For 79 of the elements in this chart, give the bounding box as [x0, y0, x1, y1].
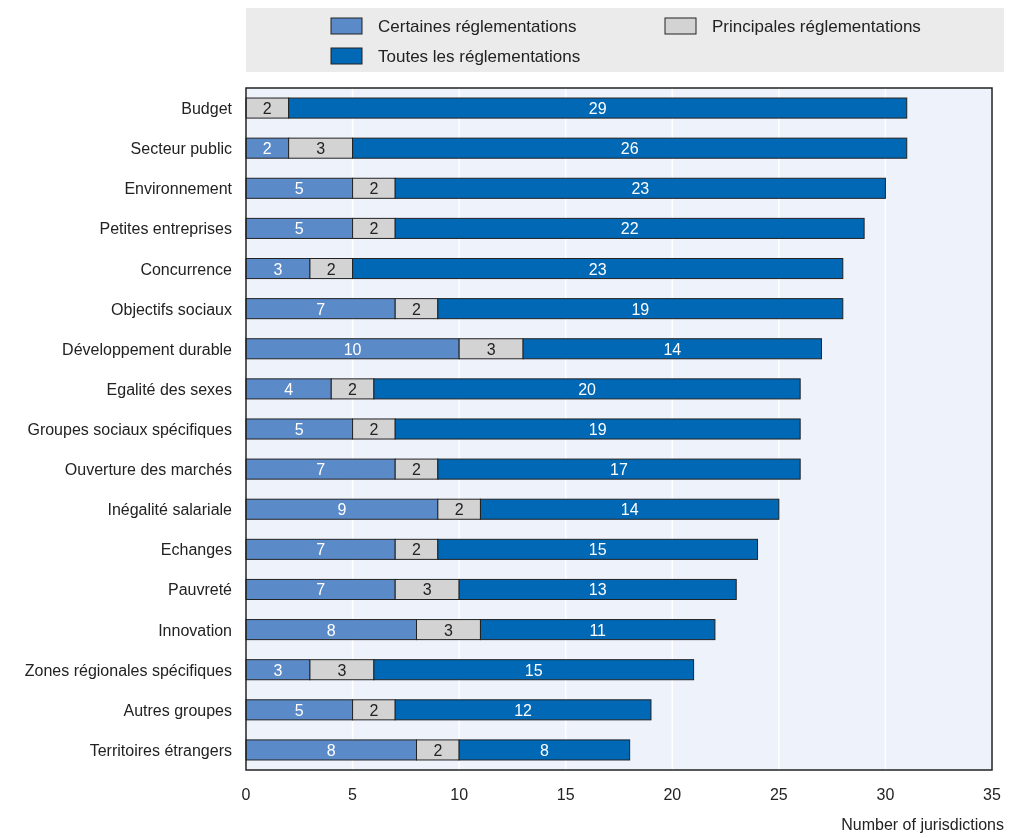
data-label: 13	[588, 581, 607, 599]
x-axis-title: Number of jurisdictions	[841, 816, 1004, 833]
data-label: 2	[369, 421, 379, 438]
x-tick-label: 30	[876, 786, 895, 803]
y-tick-label: Autres groupes	[123, 701, 232, 719]
data-label: 2	[369, 701, 379, 719]
data-label: 15	[524, 661, 543, 679]
data-label: 8	[326, 621, 336, 639]
data-label: 26	[620, 140, 639, 158]
data-label: 3	[444, 621, 454, 639]
data-label: 5	[294, 220, 304, 238]
data-label: 8	[539, 741, 549, 759]
data-label: 2	[369, 180, 379, 198]
data-label: 2	[262, 140, 272, 158]
x-tick-label: 0	[241, 786, 251, 803]
y-tick-label: Environnement	[124, 180, 233, 198]
y-tick-label: Petites entreprises	[99, 220, 232, 238]
data-label: 2	[348, 380, 358, 398]
data-label: 10	[343, 340, 362, 358]
data-label: 20	[578, 380, 597, 398]
legend-label: Certaines réglementations	[378, 17, 577, 36]
data-label: 3	[273, 260, 283, 278]
data-label: 2	[326, 260, 336, 278]
y-tick-label: Territoires étrangers	[89, 741, 232, 759]
data-label: 17	[610, 461, 628, 479]
data-label: 19	[631, 300, 650, 318]
data-label: 22	[620, 220, 639, 238]
y-tick-label: Innovation	[158, 621, 232, 639]
data-label: 11	[589, 621, 607, 639]
data-label: 3	[316, 140, 326, 158]
x-tick-label: 10	[450, 786, 469, 803]
data-label: 3	[486, 340, 496, 358]
y-tick-label: Ouverture des marchés	[64, 461, 232, 479]
data-label: 2	[433, 741, 443, 759]
y-tick-label: Echanges	[160, 541, 232, 559]
data-label: 4	[284, 380, 294, 398]
data-label: 3	[337, 661, 347, 679]
data-label: 5	[294, 421, 304, 438]
y-tick-label: Groupes sociaux spécifiques	[27, 421, 232, 438]
y-tick-label: Développement durable	[62, 340, 233, 358]
data-label: 23	[631, 180, 650, 198]
x-tick-label: 25	[769, 786, 788, 803]
y-tick-label: Inégalité salariale	[107, 501, 233, 519]
data-label: 7	[316, 541, 326, 559]
y-tick-label: Concurrence	[140, 260, 233, 278]
y-tick-label: Objectifs sociaux	[111, 300, 232, 318]
x-tick-label: 15	[556, 786, 575, 803]
data-label: 5	[294, 701, 304, 719]
data-label: 7	[316, 581, 326, 599]
data-label: 23	[588, 260, 607, 278]
data-label: 14	[663, 340, 682, 358]
data-label: 2	[412, 461, 422, 479]
y-tick-label: Zones régionales spécifiques	[24, 661, 232, 679]
y-tick-label: Pauvreté	[167, 581, 233, 599]
data-label: 2	[412, 541, 422, 559]
x-tick-label: 20	[663, 786, 682, 803]
data-label: 19	[588, 421, 607, 438]
data-label: 29	[588, 100, 607, 118]
data-label: 2	[454, 501, 464, 519]
data-label: 2	[412, 300, 422, 318]
data-label: 3	[422, 581, 432, 599]
data-label: 5	[294, 180, 304, 198]
data-label: 8	[326, 741, 336, 759]
data-label: 2	[369, 220, 379, 238]
data-label: 3	[273, 661, 283, 679]
data-label: 15	[588, 541, 607, 559]
data-label: 9	[337, 501, 347, 519]
data-label: 2	[262, 100, 272, 118]
legend-label: Toutes les réglementations	[378, 47, 581, 66]
legend-label: Principales réglementations	[712, 17, 921, 36]
data-label: 7	[316, 300, 326, 318]
x-tick-label: 35	[983, 786, 1001, 803]
data-label: 7	[316, 461, 326, 479]
y-tick-label: Egalité des sexes	[106, 380, 232, 398]
x-tick-label: 5	[348, 786, 358, 803]
y-tick-label: Secteur public	[130, 140, 232, 158]
y-tick-label: Budget	[181, 100, 233, 118]
data-label: 12	[514, 701, 533, 719]
data-label: 14	[620, 501, 639, 519]
